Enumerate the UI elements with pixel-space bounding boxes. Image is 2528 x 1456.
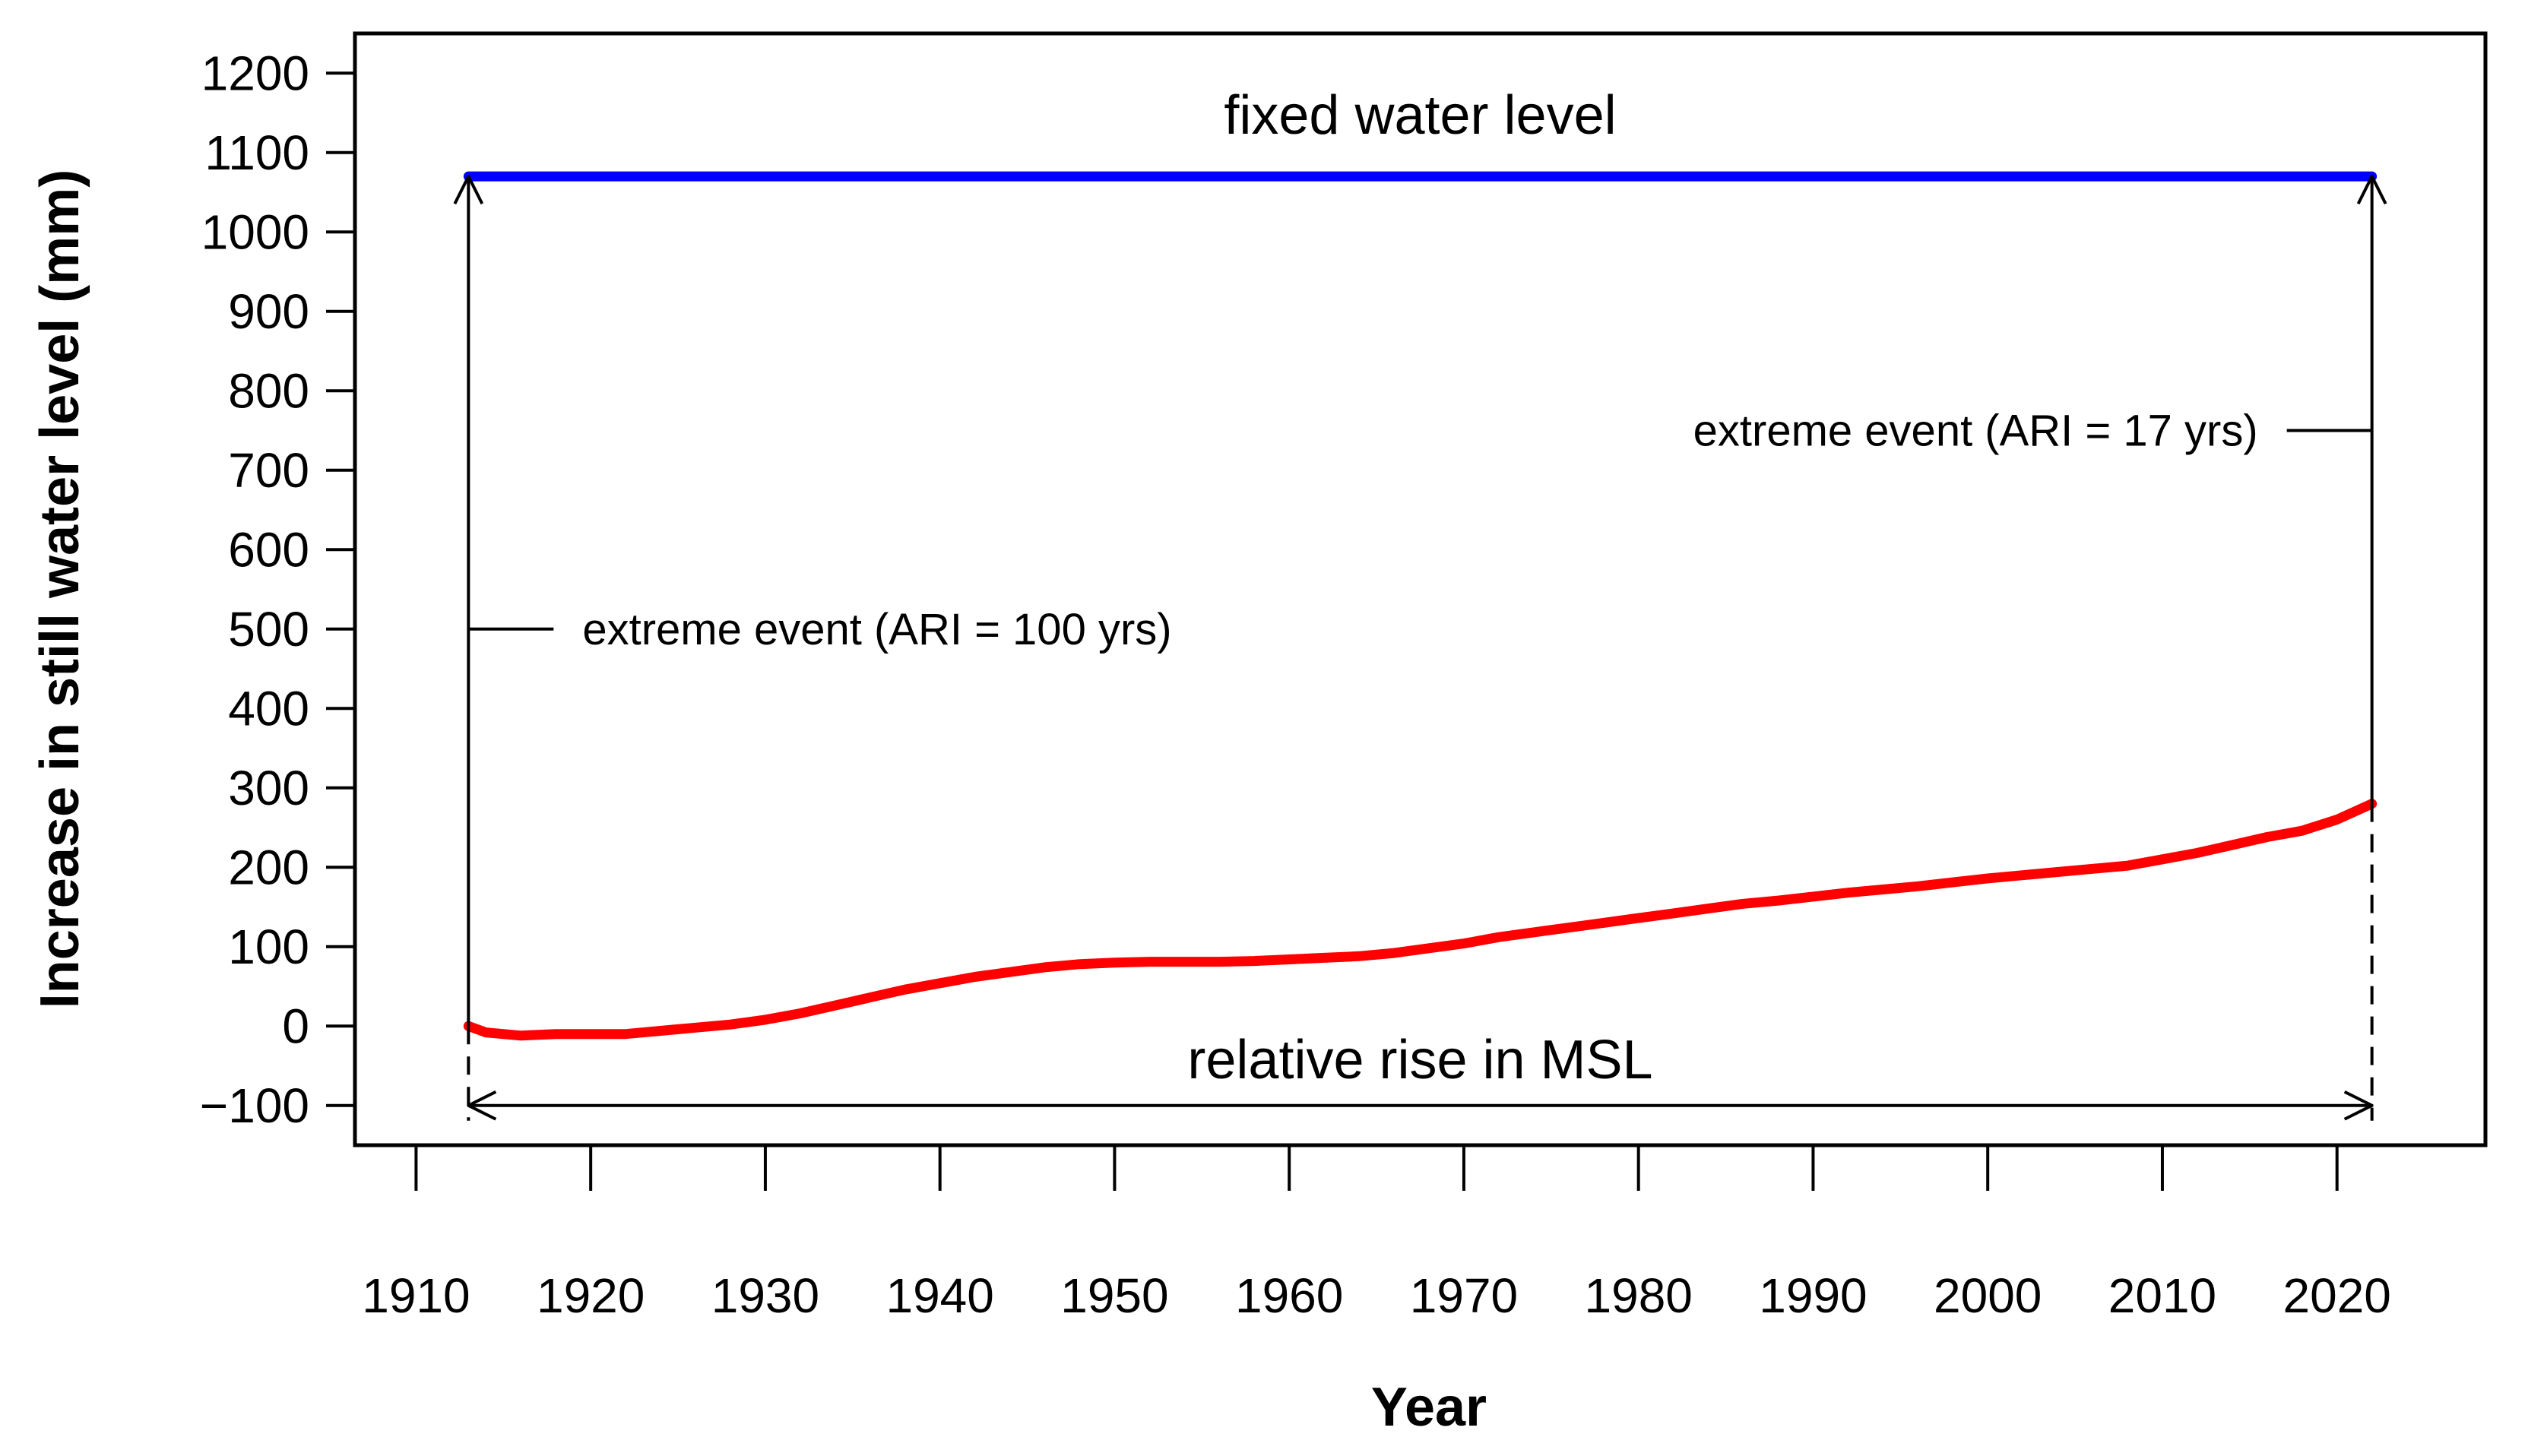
- y-axis: −100 0 100 200 300 400 500 600 700 800 900 1000 1100…: [200, 46, 356, 1133]
- y-tick-label: 800: [228, 363, 309, 418]
- y-tick-label: 300: [228, 761, 309, 815]
- x-tick-label: 1920: [537, 1268, 645, 1323]
- y-tick-label: 100: [228, 919, 309, 974]
- x-axis: 1910 1920 1930 1940 1950 1960 1970 1980 1990 2000…: [362, 1144, 2391, 1323]
- msl-series-line: [463, 799, 2378, 1041]
- x-tick-label: 1970: [1410, 1268, 1518, 1323]
- event-100-label: extreme event (ARI = 100 yrs): [582, 605, 1171, 654]
- y-tick-label: 1200: [201, 46, 309, 100]
- y-tick-label: 400: [228, 681, 309, 736]
- x-tick-label: 1910: [362, 1268, 470, 1323]
- y-tick-label: 1100: [204, 125, 309, 180]
- y-tick-label: 500: [228, 602, 309, 657]
- x-tick-label: 1980: [1585, 1268, 1693, 1323]
- y-tick-label: 600: [228, 522, 309, 577]
- event-17-label: extreme event (ARI = 17 yrs): [1693, 407, 2258, 456]
- x-tick-label: 2000: [1934, 1268, 2042, 1323]
- plot-frame: [353, 31, 2488, 1147]
- y-tick-label: 700: [228, 443, 309, 498]
- x-tick-label: 2010: [2108, 1268, 2216, 1323]
- y-tick-label: 900: [228, 284, 309, 339]
- y-tick-label: −100: [200, 1078, 309, 1133]
- x-tick-label: 1950: [1060, 1268, 1168, 1323]
- x-tick-label: 2020: [2283, 1268, 2391, 1323]
- y-tick-label: 0: [282, 999, 309, 1053]
- x-tick-label: 1990: [1759, 1268, 1867, 1323]
- x-axis-title: Year: [1371, 1377, 1487, 1438]
- y-tick-label: 1000: [201, 204, 309, 259]
- x-tick-label: 1940: [885, 1268, 993, 1323]
- fixed-water-level-label: fixed water level: [1224, 85, 1616, 146]
- msl-rise-label: relative rise in MSL: [1187, 1030, 1652, 1090]
- y-axis-title: Increase in still water level (mm): [30, 169, 90, 1008]
- x-tick-label: 1930: [711, 1268, 819, 1323]
- y-tick-label: 200: [228, 840, 309, 894]
- x-tick-label: 1960: [1235, 1268, 1343, 1323]
